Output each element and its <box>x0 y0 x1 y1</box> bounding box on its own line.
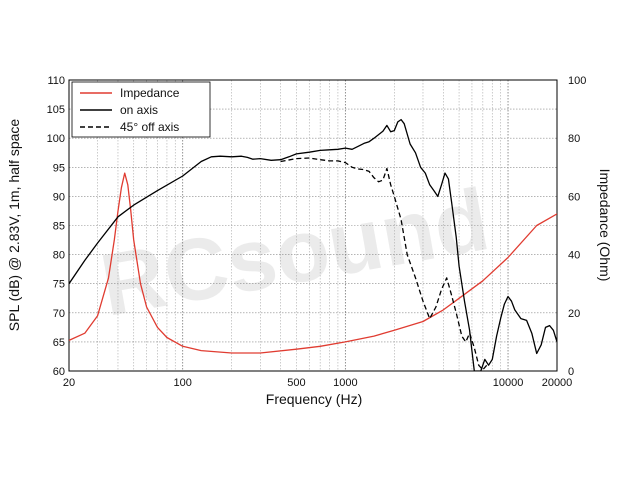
x-tick-label: 10000 <box>493 377 524 389</box>
y-tick-label: 90 <box>53 191 65 203</box>
y-tick-label: 65 <box>53 337 65 349</box>
y-tick-label: 105 <box>47 104 65 116</box>
x-axis-title: Frequency (Hz) <box>266 391 362 407</box>
y2-axis-title: Impedance (Ohm) <box>597 169 613 282</box>
x-tick-label: 20000 <box>542 377 573 389</box>
y2-tick-label: 0 <box>568 366 574 378</box>
y2-tick-label: 20 <box>568 308 580 320</box>
y-tick-label: 100 <box>47 133 65 145</box>
x-tick-labels: 20 100 500 1000 10000 20000 <box>63 377 572 389</box>
y2-tick-label: 60 <box>568 191 580 203</box>
legend-label: Impedance <box>120 86 180 100</box>
y-tick-label: 95 <box>53 162 65 174</box>
series-line-3 <box>280 157 488 371</box>
series-line-2 <box>69 118 557 371</box>
x-tick-label: 1000 <box>333 377 357 389</box>
legend-label: 45° off axis <box>120 120 179 134</box>
legend-label: on axis <box>120 103 158 117</box>
y-tick-label: 110 <box>47 75 65 87</box>
y2-tick-label: 100 <box>568 75 586 87</box>
y2-tick-label: 80 <box>568 133 580 145</box>
plot-frame <box>68 79 558 372</box>
legend: Impedance on axis 45° off axis <box>71 81 211 138</box>
y-tick-label: 75 <box>53 279 65 291</box>
y2-tick-label: 40 <box>568 250 580 262</box>
x-tick-label: 500 <box>287 377 305 389</box>
y-tick-labels: 60 65 70 75 80 85 90 95 100 105 110 <box>47 75 65 378</box>
y-tick-label: 70 <box>53 308 65 320</box>
series-layer <box>69 118 557 371</box>
y2-tick-labels: 0 20 40 60 80 100 <box>568 75 586 378</box>
y-tick-label: 60 <box>53 366 65 378</box>
y-tick-label: 85 <box>53 221 65 233</box>
x-tick-label: 100 <box>174 377 192 389</box>
series-line-1 <box>69 172 557 354</box>
y-tick-label: 80 <box>53 250 65 262</box>
x-tick-label: 20 <box>63 377 75 389</box>
y-axis-title: SPL (dB) @ 2.83V, 1m, half space <box>6 119 22 332</box>
